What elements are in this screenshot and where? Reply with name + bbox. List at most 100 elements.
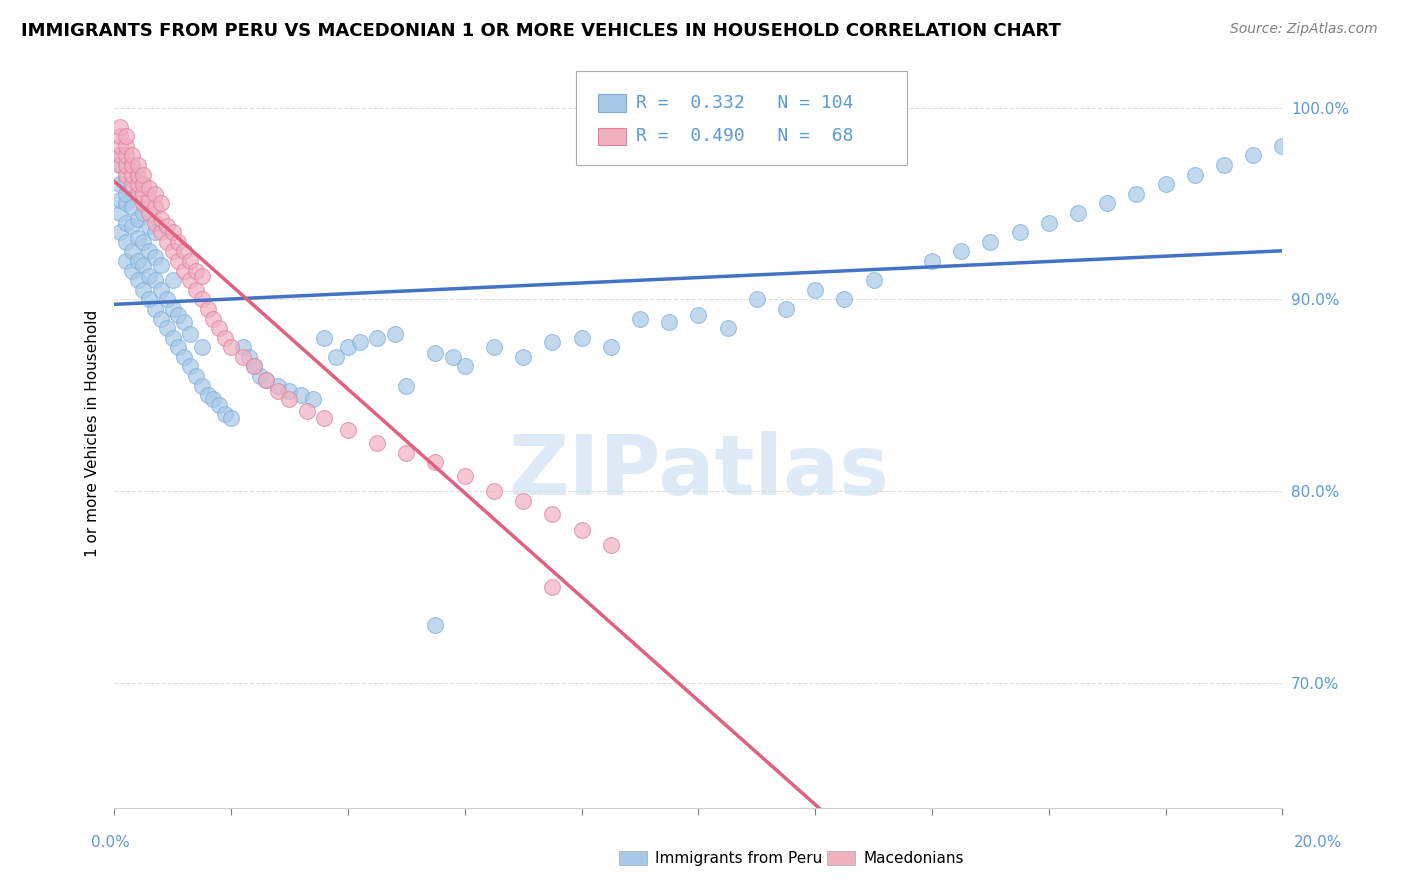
Point	[173, 315, 195, 329]
Point	[162, 273, 184, 287]
Point	[132, 283, 155, 297]
Point	[108, 158, 131, 172]
Point	[162, 225, 184, 239]
Point	[149, 196, 172, 211]
Point	[156, 235, 179, 249]
Point	[571, 331, 593, 345]
Point	[453, 359, 475, 374]
Point	[314, 331, 336, 345]
Point	[804, 283, 827, 297]
Point	[143, 250, 166, 264]
Point	[121, 200, 143, 214]
Point	[121, 148, 143, 162]
Point	[950, 244, 973, 259]
Point	[173, 350, 195, 364]
Point	[127, 178, 149, 192]
Point	[143, 225, 166, 239]
Point	[167, 254, 190, 268]
Point	[599, 538, 621, 552]
Point	[1125, 186, 1147, 201]
Point	[127, 186, 149, 201]
Point	[108, 148, 131, 162]
Point	[156, 293, 179, 307]
Point	[197, 301, 219, 316]
Point	[834, 293, 856, 307]
Point	[202, 311, 225, 326]
Point	[167, 235, 190, 249]
Point	[179, 326, 201, 341]
Point	[301, 392, 323, 406]
Point	[716, 321, 738, 335]
Point	[108, 178, 131, 192]
Point	[149, 283, 172, 297]
Point	[115, 168, 138, 182]
Point	[366, 331, 388, 345]
Point	[115, 148, 138, 162]
Point	[138, 293, 160, 307]
Point	[138, 193, 160, 207]
Point	[115, 158, 138, 172]
Point	[108, 120, 131, 134]
Point	[173, 244, 195, 259]
Point	[425, 455, 447, 469]
Point	[115, 235, 138, 249]
Point	[132, 258, 155, 272]
Point	[425, 618, 447, 632]
Point	[138, 181, 160, 195]
Point	[482, 484, 505, 499]
Point	[179, 273, 201, 287]
Point	[453, 468, 475, 483]
Text: 20.0%: 20.0%	[1295, 836, 1343, 850]
Point	[162, 301, 184, 316]
Point	[108, 139, 131, 153]
Point	[132, 178, 155, 192]
Text: Macedonians: Macedonians	[863, 851, 963, 865]
Point	[179, 359, 201, 374]
Point	[541, 580, 564, 594]
Point	[243, 359, 266, 374]
Point	[108, 225, 131, 239]
Point	[149, 211, 172, 226]
Point	[149, 225, 172, 239]
Point	[191, 378, 214, 392]
Point	[149, 311, 172, 326]
Point	[599, 340, 621, 354]
Point	[254, 373, 277, 387]
Point	[862, 273, 884, 287]
Point	[115, 216, 138, 230]
Point	[143, 216, 166, 230]
Point	[121, 263, 143, 277]
Point	[115, 186, 138, 201]
Point	[108, 193, 131, 207]
Point	[179, 254, 201, 268]
Y-axis label: 1 or more Vehicles in Household: 1 or more Vehicles in Household	[86, 310, 100, 558]
Point	[745, 293, 768, 307]
Text: Source: ZipAtlas.com: Source: ZipAtlas.com	[1230, 22, 1378, 37]
Point	[197, 388, 219, 402]
Point	[512, 493, 534, 508]
Point	[115, 196, 138, 211]
Point	[121, 219, 143, 234]
Point	[127, 254, 149, 268]
Point	[278, 392, 301, 406]
Point	[191, 269, 214, 284]
Point	[921, 254, 943, 268]
Point	[121, 181, 143, 195]
Point	[127, 168, 149, 182]
Point	[143, 200, 166, 214]
Text: 0.0%: 0.0%	[91, 836, 131, 850]
Point	[127, 273, 149, 287]
Point	[184, 283, 207, 297]
Point	[143, 273, 166, 287]
Point	[115, 129, 138, 144]
Text: R =  0.332   N = 104: R = 0.332 N = 104	[636, 94, 853, 112]
Point	[115, 171, 138, 186]
Point	[1271, 139, 1294, 153]
Point	[143, 301, 166, 316]
Point	[173, 263, 195, 277]
Point	[208, 321, 231, 335]
Point	[349, 334, 371, 349]
Point	[156, 321, 179, 335]
Point	[127, 231, 149, 245]
Text: IMMIGRANTS FROM PERU VS MACEDONIAN 1 OR MORE VEHICLES IN HOUSEHOLD CORRELATION C: IMMIGRANTS FROM PERU VS MACEDONIAN 1 OR …	[21, 22, 1062, 40]
